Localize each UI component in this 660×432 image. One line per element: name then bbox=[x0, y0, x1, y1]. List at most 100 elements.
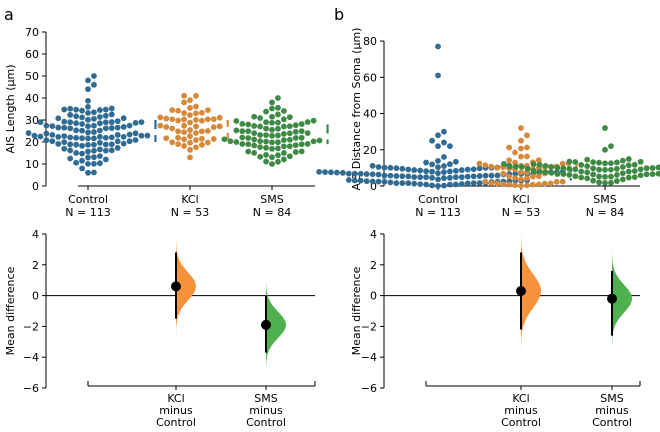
a-top-swarm-point bbox=[310, 138, 317, 145]
b-top-swarm-point bbox=[602, 146, 608, 153]
a-top-swarm-point bbox=[120, 123, 127, 130]
a-top-swarm-point bbox=[126, 131, 133, 138]
a-top-swarm-point bbox=[85, 160, 91, 167]
a-top-swarm-point bbox=[102, 141, 109, 148]
a-top-swarm-point bbox=[193, 137, 199, 143]
b-top-swarm-point bbox=[559, 178, 566, 185]
a-top-group-label: SMS bbox=[260, 193, 283, 206]
a-top-swarm-point bbox=[181, 99, 187, 106]
a-top-swarm-point bbox=[79, 135, 85, 142]
a-top-swarm-point bbox=[79, 142, 85, 149]
a-top-swarm-point bbox=[239, 141, 246, 147]
b-top-swarm-point bbox=[494, 164, 501, 171]
b-top-swarm-point bbox=[429, 137, 435, 144]
a-top-swarm-point bbox=[138, 132, 145, 139]
b-top-swarm-point bbox=[631, 161, 638, 168]
b-bottom-y-tick-label: −4 bbox=[361, 351, 377, 364]
a-top-swarm-point bbox=[233, 118, 240, 124]
a-top-swarm-point bbox=[181, 129, 187, 136]
b-top-swarm-point bbox=[637, 172, 644, 179]
a-top-swarm-point bbox=[275, 139, 281, 146]
a-bottom-y-tick-label: −4 bbox=[23, 351, 39, 364]
a-top-swarm-point bbox=[210, 116, 217, 123]
a-top-swarm-point bbox=[96, 160, 103, 167]
a-top-swarm-point bbox=[239, 134, 246, 141]
b-top-swarm-point bbox=[399, 173, 406, 180]
b-top-swarm-point bbox=[357, 177, 364, 184]
b-top-swarm-point bbox=[405, 180, 412, 187]
b-top-swarm-point bbox=[566, 158, 573, 165]
b-bottom-y-tick-label: −6 bbox=[361, 382, 377, 395]
b-top-swarm-point bbox=[458, 167, 465, 173]
b-top-swarm-point bbox=[530, 161, 537, 168]
a-top-swarm-point bbox=[79, 107, 85, 114]
a-top-swarm-point bbox=[91, 109, 97, 116]
b-top-swarm-point bbox=[322, 169, 328, 176]
b-top-swarm-point bbox=[596, 179, 602, 186]
a-top-y-tick-label: 20 bbox=[25, 136, 39, 149]
a-top-swarm-point bbox=[49, 138, 56, 145]
b-top-swarm-point bbox=[619, 164, 626, 170]
a-top-swarm-point bbox=[85, 116, 91, 123]
b-top-swarm-point bbox=[452, 174, 459, 181]
a-top-swarm-point bbox=[275, 111, 281, 118]
a-top-swarm-point bbox=[187, 119, 193, 126]
a-top-swarm-point bbox=[79, 165, 85, 172]
b-top-swarm-point bbox=[608, 166, 614, 173]
b-top-swarm-point bbox=[613, 171, 620, 178]
a-top-swarm-point bbox=[298, 141, 305, 148]
b-top-swarm-point bbox=[441, 175, 447, 181]
b-top-swarm-point bbox=[345, 170, 352, 177]
a-top-swarm-point bbox=[108, 125, 115, 131]
b-top-swarm-point bbox=[375, 178, 382, 185]
b-top-swarm-point bbox=[560, 165, 567, 172]
a-top-swarm-point bbox=[193, 130, 199, 136]
a-top-swarm-point bbox=[144, 132, 151, 139]
b-top-swarm-point bbox=[357, 170, 364, 177]
a-bottom-y-tick-label: −6 bbox=[23, 382, 39, 395]
b-top-swarm-point bbox=[554, 164, 561, 171]
b-top-swarm-point bbox=[429, 161, 435, 168]
b-top-swarm-point bbox=[524, 175, 530, 182]
b-top-swarm-point bbox=[536, 168, 543, 175]
a-top-swarm-point bbox=[79, 150, 85, 157]
a-top-swarm-point bbox=[55, 124, 62, 131]
a-top-swarm-point bbox=[187, 97, 193, 104]
a-top-swarm-point bbox=[245, 141, 252, 148]
a-top-swarm-point bbox=[286, 153, 293, 160]
b-top-swarm-point bbox=[470, 180, 477, 186]
a-top-swarm-point bbox=[245, 148, 252, 155]
a-top-swarm-point bbox=[269, 139, 275, 146]
a-top-swarm-point bbox=[275, 95, 281, 101]
a-bottom-comparison-label: Control bbox=[246, 416, 286, 429]
b-top-swarm-point bbox=[429, 168, 435, 175]
b-top-swarm-point bbox=[399, 180, 406, 186]
a-top-swarm-point bbox=[181, 110, 187, 116]
a-top-swarm-point bbox=[298, 121, 305, 127]
a-top-swarm-point bbox=[204, 139, 211, 146]
b-top-swarm-point bbox=[625, 174, 632, 181]
a-top-swarm-point bbox=[280, 137, 287, 144]
b-top-swarm-point bbox=[500, 170, 507, 177]
b-top-group-n: N = 53 bbox=[502, 206, 540, 219]
b-top-swarm-point bbox=[608, 173, 614, 180]
b-top-swarm-point bbox=[625, 168, 632, 175]
a-top-swarm-point bbox=[239, 128, 246, 135]
a-top-swarm-point bbox=[204, 107, 211, 114]
b-top-swarm-point bbox=[417, 181, 424, 188]
b-top-swarm-point bbox=[530, 168, 537, 174]
b-top-swarm-point bbox=[529, 173, 536, 180]
b-top-swarm-point bbox=[446, 181, 453, 188]
a-top-swarm-point bbox=[251, 149, 258, 156]
b-top-swarm-point bbox=[535, 157, 542, 164]
a-top-swarm-point bbox=[280, 123, 287, 130]
b-top-swarm-point bbox=[637, 158, 644, 165]
a-bottom-y-tick-label: 4 bbox=[32, 228, 39, 241]
b-top-swarm-point bbox=[608, 179, 614, 186]
a-top-swarm-point bbox=[31, 132, 38, 139]
b-top-swarm-point bbox=[643, 165, 650, 172]
a-top-swarm-point bbox=[91, 81, 97, 88]
b-top-swarm-point bbox=[501, 161, 507, 167]
a-top-swarm-point bbox=[292, 128, 299, 135]
a-top-swarm-point bbox=[257, 132, 264, 138]
